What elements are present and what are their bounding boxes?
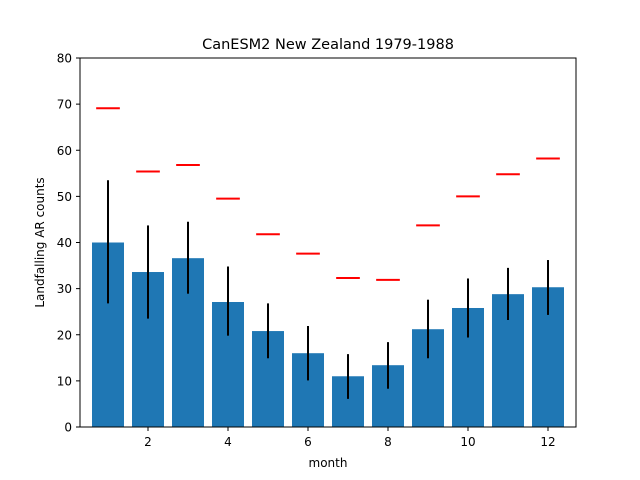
x-axis-ticks: 2 4 6 8 10 12 [144, 427, 556, 449]
y-tick-label: 10 [57, 374, 72, 388]
x-tick-label: 10 [460, 435, 475, 449]
y-axis-ticks: 0 10 20 30 40 50 60 70 80 [57, 52, 80, 435]
x-tick-label: 2 [144, 435, 152, 449]
markers-group [96, 107, 560, 281]
bars-group [92, 242, 564, 427]
y-tick-label: 20 [57, 328, 72, 342]
y-tick-label: 80 [57, 52, 72, 66]
y-tick-label: 0 [64, 421, 72, 435]
x-tick-label: 8 [384, 435, 392, 449]
chart-title: CanESM2 New Zealand 1979-1988 [202, 37, 454, 53]
x-tick-label: 6 [304, 435, 312, 449]
y-axis-label: Landfalling AR counts [33, 177, 47, 307]
y-tick-label: 50 [57, 190, 72, 204]
errorbars-group [107, 180, 549, 399]
x-tick-label: 12 [540, 435, 555, 449]
y-tick-label: 60 [57, 144, 72, 158]
y-tick-label: 30 [57, 282, 72, 296]
y-tick-label: 70 [57, 98, 72, 112]
x-tick-label: 4 [224, 435, 232, 449]
x-axis-label: month [309, 456, 348, 470]
y-tick-label: 40 [57, 236, 72, 250]
